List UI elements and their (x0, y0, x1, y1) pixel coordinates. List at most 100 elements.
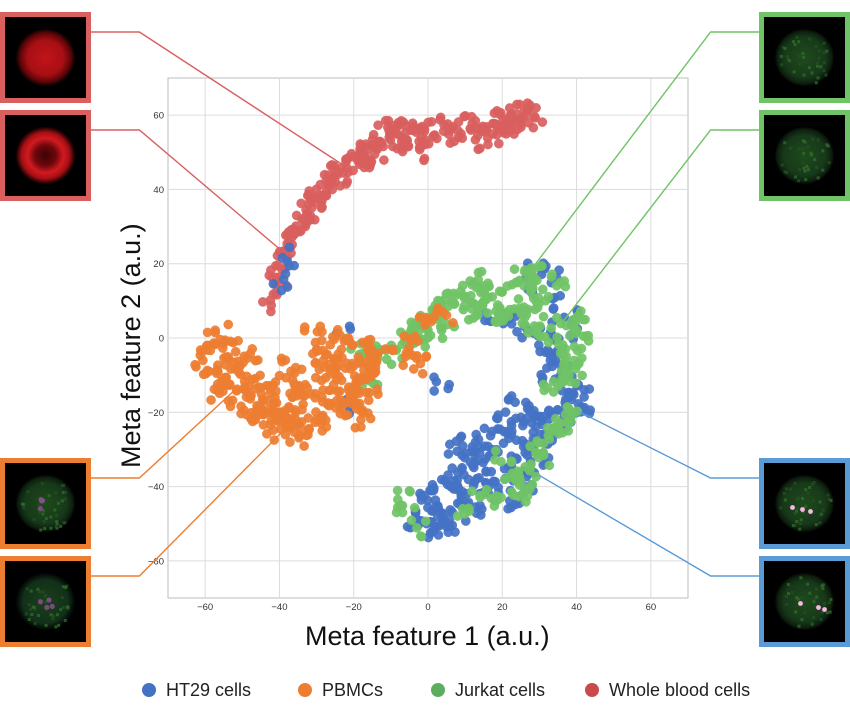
cell-texture (812, 600, 816, 604)
data-point (448, 318, 458, 328)
cell-texture (805, 164, 809, 168)
cell-texture (787, 592, 791, 596)
cell-texture (818, 521, 822, 525)
cell-body (774, 474, 835, 533)
data-point (457, 503, 468, 514)
cell-texture (792, 70, 796, 74)
cell-texture (809, 151, 813, 155)
cell-texture (51, 617, 55, 621)
data-point (232, 384, 242, 395)
data-point (515, 475, 525, 485)
data-point (343, 153, 353, 163)
ht29-legend-marker (142, 683, 156, 697)
data-point (218, 337, 229, 347)
data-point (417, 368, 428, 379)
data-point (420, 312, 431, 323)
data-point (213, 367, 223, 377)
cell-texture (791, 524, 795, 528)
data-point (430, 495, 441, 505)
data-point (562, 417, 572, 427)
data-point (524, 465, 535, 476)
data-point (280, 269, 291, 279)
data-point (435, 115, 445, 125)
cell-texture (800, 618, 804, 622)
series-whole-blood-cells (258, 98, 548, 317)
cell-texture (821, 149, 825, 153)
data-point (490, 455, 500, 465)
data-point (458, 304, 469, 315)
data-point (378, 141, 389, 152)
data-point (561, 320, 572, 331)
connector-line (91, 31, 347, 168)
data-point (549, 423, 559, 433)
data-point (520, 312, 530, 323)
data-point (333, 169, 343, 180)
data-point (282, 282, 293, 292)
cell-texture (801, 496, 805, 500)
data-point (473, 144, 483, 155)
cell-texture (32, 517, 36, 521)
data-point (419, 153, 430, 164)
data-point (239, 351, 250, 362)
cell-texture (42, 519, 46, 523)
cell-marker-spot (800, 507, 805, 512)
data-point (494, 138, 504, 149)
data-point (365, 371, 376, 381)
data-point (266, 300, 277, 311)
series-pbmcs (190, 303, 458, 451)
cell-texture (794, 610, 798, 614)
data-point (468, 313, 479, 323)
cell-texture (820, 610, 824, 614)
data-point (339, 336, 350, 346)
cell-texture (779, 54, 783, 58)
data-point (565, 331, 575, 341)
data-point (372, 384, 382, 394)
cell-texture (798, 168, 802, 172)
data-point (490, 446, 501, 456)
data-point (414, 142, 425, 153)
cell-texture (797, 624, 801, 628)
data-point (475, 492, 485, 503)
data-point (273, 416, 283, 427)
data-point (581, 331, 592, 341)
connector-line (91, 389, 236, 479)
legend-item-ht29: HT29 cells (142, 676, 251, 704)
data-point (525, 441, 535, 452)
data-point (577, 353, 587, 363)
cell-texture (27, 603, 31, 607)
cell-texture (807, 37, 811, 41)
data-point (538, 311, 549, 322)
data-point (285, 437, 295, 447)
data-point (449, 299, 460, 309)
cell-texture (814, 81, 818, 85)
cell-texture (44, 517, 48, 521)
data-point (386, 359, 397, 370)
data-point (253, 355, 263, 365)
cell-texture (780, 163, 784, 167)
data-point (294, 430, 305, 441)
cell-texture (812, 597, 816, 601)
data-point (367, 139, 378, 150)
cell-texture (63, 521, 67, 525)
data-point (421, 352, 431, 362)
data-point (332, 386, 343, 397)
cell-texture (811, 137, 815, 141)
x-tick-label: −60 (197, 602, 213, 613)
cell-texture (799, 576, 803, 580)
cell-texture (827, 161, 831, 165)
data-point (299, 441, 309, 451)
cell-texture (797, 147, 801, 151)
cell-texture (801, 52, 805, 56)
data-point (230, 346, 241, 357)
data-point (547, 351, 558, 362)
cell-texture (795, 519, 799, 523)
cell-texture (49, 515, 53, 519)
cell-texture (797, 179, 801, 183)
cell-texture (55, 520, 59, 524)
data-point (277, 252, 288, 263)
data-point (576, 343, 587, 354)
data-point (543, 430, 554, 441)
cell-texture (796, 597, 800, 601)
cell-texture (795, 507, 799, 511)
data-point (397, 146, 408, 157)
